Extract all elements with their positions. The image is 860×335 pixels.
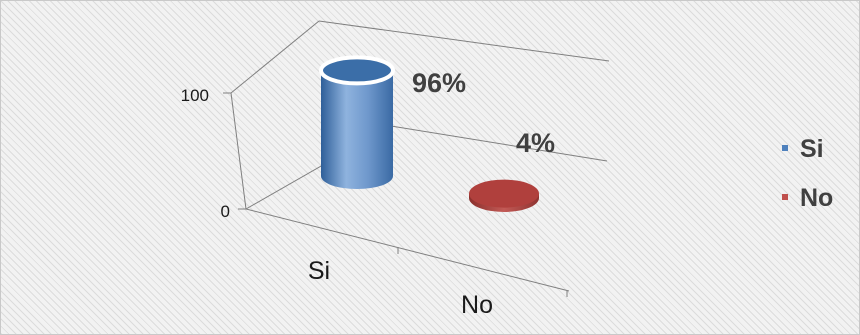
- legend-label-si: Si: [800, 135, 824, 163]
- left-wall-edge: [230, 92, 247, 210]
- y-tick-label-0: 0: [221, 202, 230, 221]
- left-wall-top-line: [230, 20, 320, 94]
- y-axis: [223, 92, 568, 297]
- legend-swatch-si: [782, 145, 788, 151]
- data-label-si: 96%: [412, 68, 466, 98]
- plot-frame: [230, 20, 610, 292]
- legend-swatch-no: [782, 194, 788, 200]
- y-tick-label-100: 100: [181, 86, 209, 105]
- legend-label-no: No: [800, 184, 833, 212]
- back-wall-top-line: [318, 20, 610, 62]
- category-label-si: Si: [308, 257, 330, 285]
- bar-si: [319, 55, 395, 189]
- bar-si-body: [321, 70, 393, 189]
- bar-no-top: [469, 179, 539, 208]
- back-wall-mid-line: [390, 125, 608, 162]
- legend: Si No: [782, 135, 833, 212]
- floor-front-edge: [245, 208, 570, 292]
- bar-si-top: [319, 55, 395, 86]
- bar-no: [469, 179, 539, 212]
- data-label-no: 4%: [516, 128, 555, 158]
- category-label-no: No: [461, 291, 493, 319]
